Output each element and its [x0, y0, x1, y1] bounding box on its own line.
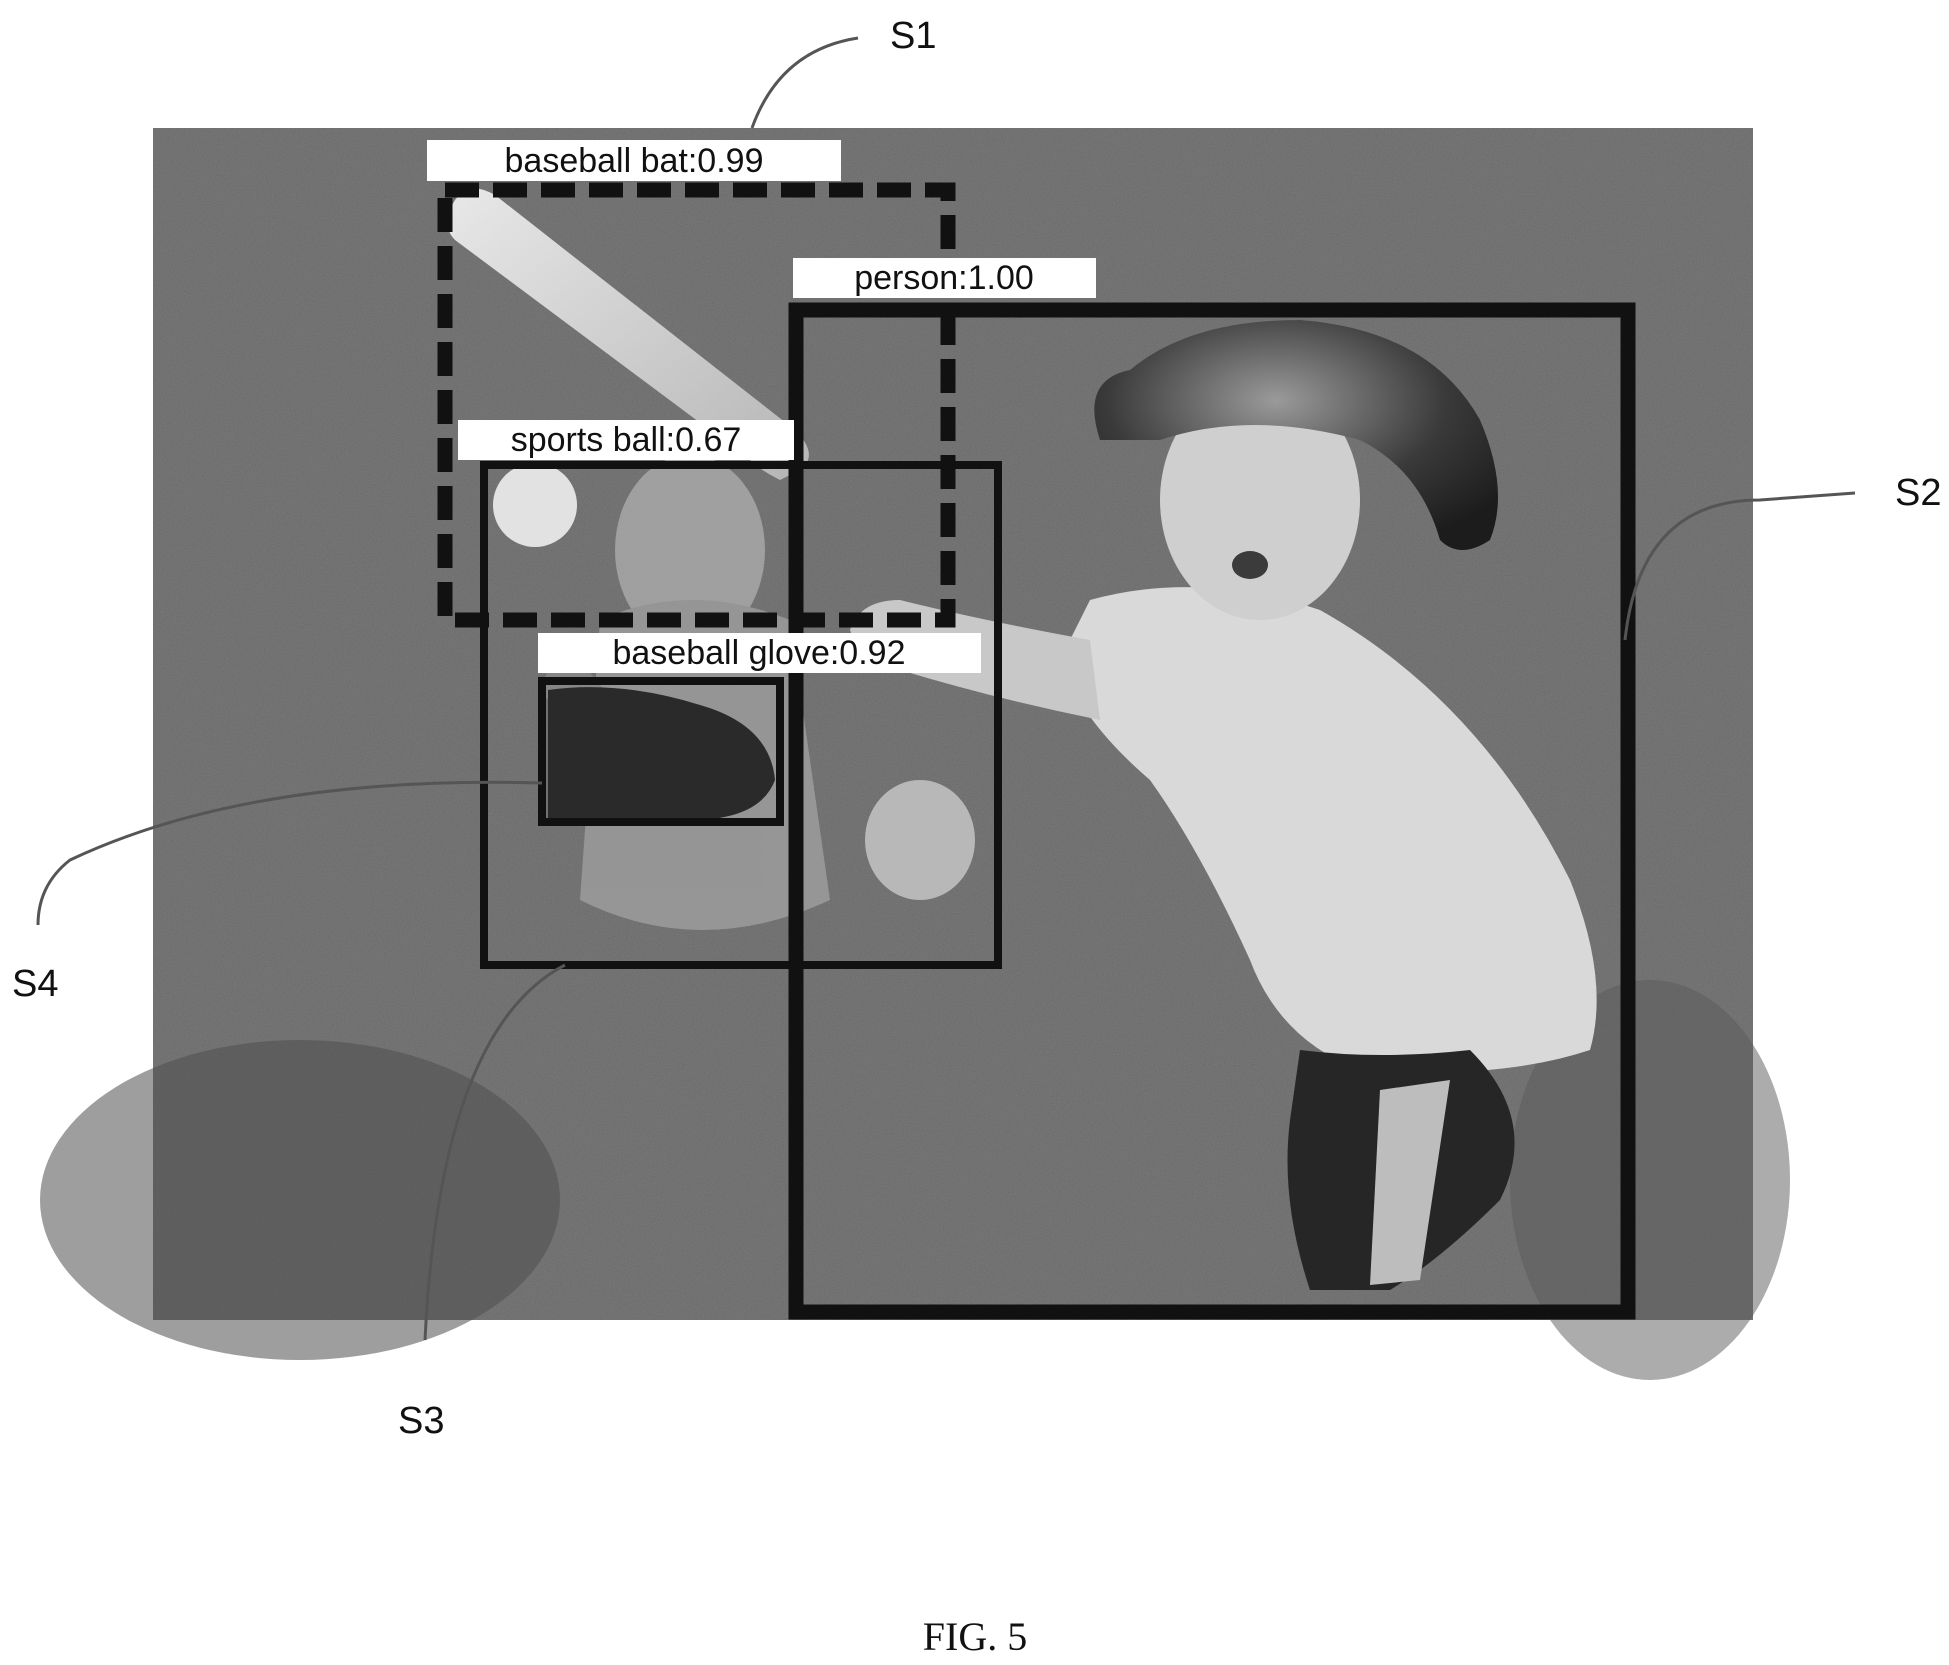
s1-leader-line — [752, 38, 858, 128]
baseball-glove-tag: baseball glove:0.92 — [538, 633, 981, 673]
figure-caption: FIG. 5 — [923, 1614, 1027, 1659]
ref-label-s3: S3 — [398, 1400, 444, 1442]
ref-label-s2: S2 — [1895, 472, 1941, 514]
baseball-bat-label: baseball bat:0.99 — [505, 142, 764, 180]
ref-label-s4: S4 — [12, 963, 58, 1005]
child-mouth — [1232, 551, 1268, 579]
person-label: person:1.00 — [854, 259, 1034, 297]
sports-ball-tag: sports ball:0.67 — [458, 420, 794, 460]
baseball-glove-label: baseball glove:0.92 — [612, 634, 905, 672]
photo-shadow-left — [40, 1040, 560, 1360]
baseball-bat-tag: baseball bat:0.99 — [427, 140, 841, 181]
ref-label-s1: S1 — [890, 15, 936, 57]
sports-ball-label: sports ball:0.67 — [511, 421, 742, 459]
person-tag: person:1.00 — [793, 258, 1096, 298]
sports-ball — [493, 463, 577, 547]
child-hands — [865, 780, 975, 900]
